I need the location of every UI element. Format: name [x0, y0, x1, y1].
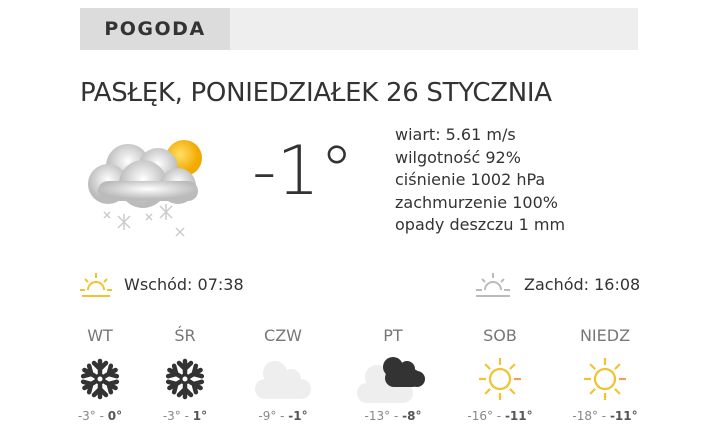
page-title: PASŁĘK, PONIEDZIAŁEK 26 STYCZNIA — [80, 78, 552, 108]
cloud-snow-sun-icon — [88, 140, 202, 237]
sun-icon — [555, 351, 655, 407]
section-header: POGODA — [80, 8, 638, 50]
sunrise: Wschód: 07:38 — [80, 270, 244, 298]
forecast-day-śr: ŚR -3° - 1° — [135, 326, 235, 423]
forecast-day-czw: CZW -9° - -1° — [233, 326, 333, 423]
temp-min: -18° - — [572, 409, 610, 423]
day-name: CZW — [264, 326, 302, 345]
day-name: ŚR — [174, 326, 196, 345]
sunrise-label: Wschód: 07:38 — [124, 274, 244, 294]
temp-range: -18° - -11° — [555, 409, 655, 423]
humidity: wilgotność 92% — [395, 147, 521, 167]
temp-max: -11° — [504, 409, 533, 423]
temp-range: -3° - 1° — [135, 409, 235, 423]
forecast-day-pt: PT -13° - -8° — [343, 326, 443, 423]
temp-min: -3° - — [162, 409, 193, 423]
cloud-dark-cloud-icon — [343, 351, 443, 407]
wind: wiart: 5.61 m/s — [395, 125, 516, 144]
day-name: PT — [383, 326, 403, 345]
temp-range: -13° - -8° — [343, 409, 443, 423]
sun-icon — [450, 351, 550, 407]
temp-min: -9° - — [258, 409, 289, 423]
temp-max: -8° — [402, 409, 422, 423]
temp-range: -9° - -1° — [233, 409, 333, 423]
cloud-icon — [233, 351, 333, 407]
snowflake-icon — [50, 351, 150, 407]
cloudiness: zachmurzenie 100% — [395, 192, 558, 212]
sunset-icon — [476, 273, 510, 297]
sunrise-icon — [80, 273, 112, 297]
temp-max: 1° — [192, 409, 208, 423]
temp-max: -11° — [609, 409, 638, 423]
forecast-day-wt: WT -3° - 0° — [50, 326, 150, 423]
day-name: WT — [87, 326, 113, 345]
temp-range: -16° - -11° — [450, 409, 550, 423]
temp-min: -16° - — [467, 409, 505, 423]
temp-min: -3° - — [77, 409, 108, 423]
current-temperature: -1° — [252, 132, 354, 211]
pressure: ciśnienie 1002 hPa — [395, 170, 546, 189]
section-label: POGODA — [80, 8, 230, 50]
day-name: NIEDZ — [579, 326, 631, 345]
forecast-day-niedz: NIEDZ -18° - -11° — [555, 326, 655, 423]
precipitation: opady deszczu 1 mm — [395, 215, 566, 234]
sunset: Zachód: 16:08 — [474, 270, 640, 298]
day-name: SOB — [483, 326, 517, 345]
forecast-day-sob: SOB -16° - -11° — [450, 326, 550, 423]
snowflake-icon — [135, 351, 235, 407]
temp-range: -3° - 0° — [50, 409, 150, 423]
temp-max: 0° — [107, 409, 123, 423]
sunset-label: Zachód: 16:08 — [524, 274, 641, 294]
temp-max: -1° — [288, 409, 308, 423]
temp-min: -13° - — [364, 409, 403, 423]
weather-details: wiart: 5.61 m/s wilgotność 92% ciśnienie… — [395, 124, 565, 237]
